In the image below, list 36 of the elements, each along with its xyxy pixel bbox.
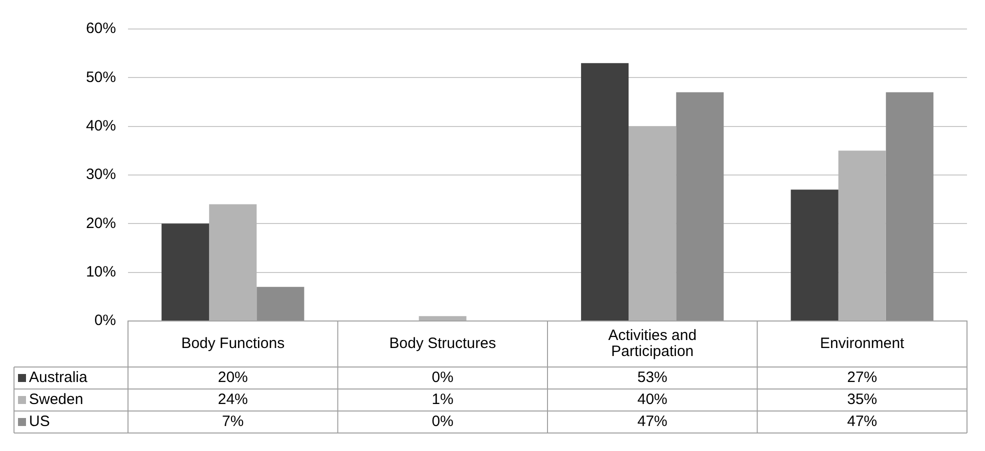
data-label: 20% (218, 369, 248, 386)
data-label: 7% (222, 413, 244, 430)
x-tick-label: Body Structures (389, 335, 496, 352)
legend-label: US (29, 413, 50, 430)
data-label: 35% (847, 391, 878, 408)
legend-label: Sweden (29, 391, 84, 408)
data-label: 47% (637, 413, 668, 430)
bar (886, 92, 934, 320)
data-label: 40% (637, 391, 668, 408)
data-label: 0% (432, 369, 454, 386)
data-label: 27% (847, 369, 878, 386)
data-label: 53% (637, 369, 668, 386)
bar (162, 224, 210, 320)
x-tick-label: Body Functions (181, 335, 285, 352)
x-tick-label: Activities and Participation (608, 327, 697, 360)
bar (676, 92, 724, 320)
data-label: 24% (218, 391, 248, 408)
y-tick-label: 10% (86, 263, 116, 280)
bar (418, 316, 466, 320)
x-tick-label: Environment (820, 335, 906, 352)
y-tick-label: 20% (86, 214, 116, 232)
bar (628, 126, 676, 320)
bar (581, 63, 629, 320)
bar (790, 190, 838, 320)
bar (209, 204, 257, 320)
y-tick-label: 50% (86, 68, 116, 86)
bar (256, 286, 304, 320)
legend-label: Australia (29, 369, 88, 386)
y-tick-label: 60% (86, 20, 116, 38)
y-tick-label: 40% (86, 117, 116, 134)
y-tick-label: 0% (94, 312, 116, 330)
data-label: 0% (432, 413, 454, 430)
bar (838, 150, 886, 320)
data-label: 47% (847, 413, 878, 430)
data-label: 1% (432, 391, 454, 408)
y-tick-label: 30% (86, 166, 116, 184)
